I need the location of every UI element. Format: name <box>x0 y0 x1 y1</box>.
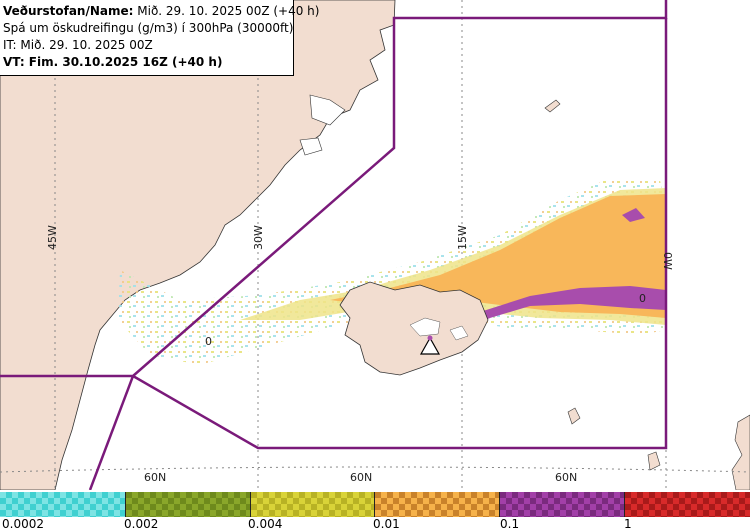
legend-tick: 0.004 <box>248 517 283 531</box>
source-point <box>427 335 433 341</box>
issuer-label: Veðurstofan/Name: <box>3 4 134 18</box>
lon-label-15w: 15W <box>456 225 469 250</box>
legend-tick: 0.01 <box>373 517 400 531</box>
ash-dispersion-map: 45W 30W 15W 0W 60N 60N 60N 0 0 <box>0 0 750 490</box>
legend-color-bar <box>0 492 750 517</box>
legend-swatch-olive <box>126 492 251 517</box>
legend-swatch-cyan <box>0 492 126 517</box>
legend-tick: 0.1 <box>500 517 520 531</box>
legend-swatch-orange <box>375 492 500 517</box>
header-line-1: Veðurstofan/Name: Mið. 29. 10. 2025 00Z … <box>3 3 319 20</box>
legend-tick: 1 <box>624 517 632 531</box>
legend-swatch-red <box>625 492 750 517</box>
ash-plume-purple <box>430 286 666 340</box>
lon-label-0w: 0W <box>661 252 674 270</box>
airspace-boundary <box>0 0 668 490</box>
forecast-info-box: Veðurstofan/Name: Mið. 29. 10. 2025 00Z … <box>0 0 319 76</box>
legend-tick: 0.0002 <box>2 517 44 531</box>
volcano-icon <box>419 336 441 355</box>
issue-time: Mið. 29. 10. 2025 00Z (+40 h) <box>133 4 320 18</box>
lat-label-60n-left: 60N <box>144 471 166 484</box>
legend-swatch-purple <box>500 492 625 517</box>
contour-label: 0 <box>639 292 646 305</box>
jan-mayen-island <box>544 99 561 113</box>
contour-label: 0 <box>205 335 212 348</box>
valid-time: VT: Fim. 30.10.2025 16Z (+40 h) <box>3 55 223 69</box>
forecast-description: Spá um öskudreifingu (g/m3) í 300hPa (30… <box>3 21 294 35</box>
legend-swatch-yellow <box>251 492 375 517</box>
lat-label-60n-mid: 60N <box>350 471 372 484</box>
lon-label-30w: 30W <box>252 225 265 250</box>
legend-tick: 0.002 <box>124 517 159 531</box>
norway-coast <box>731 414 750 490</box>
lat-label-60n-right: 60N <box>555 471 577 484</box>
initial-time: IT: Mið. 29. 10. 2025 00Z <box>3 38 153 52</box>
lon-label-45w: 45W <box>46 225 59 250</box>
ash-patch-purple <box>622 208 645 222</box>
concentration-legend: 0.0002 0.002 0.004 0.01 0.1 1 <box>0 490 750 532</box>
greenland-landmass <box>0 0 396 490</box>
faroe-islands <box>567 407 661 471</box>
fjord <box>299 94 346 156</box>
glacier <box>409 317 469 341</box>
